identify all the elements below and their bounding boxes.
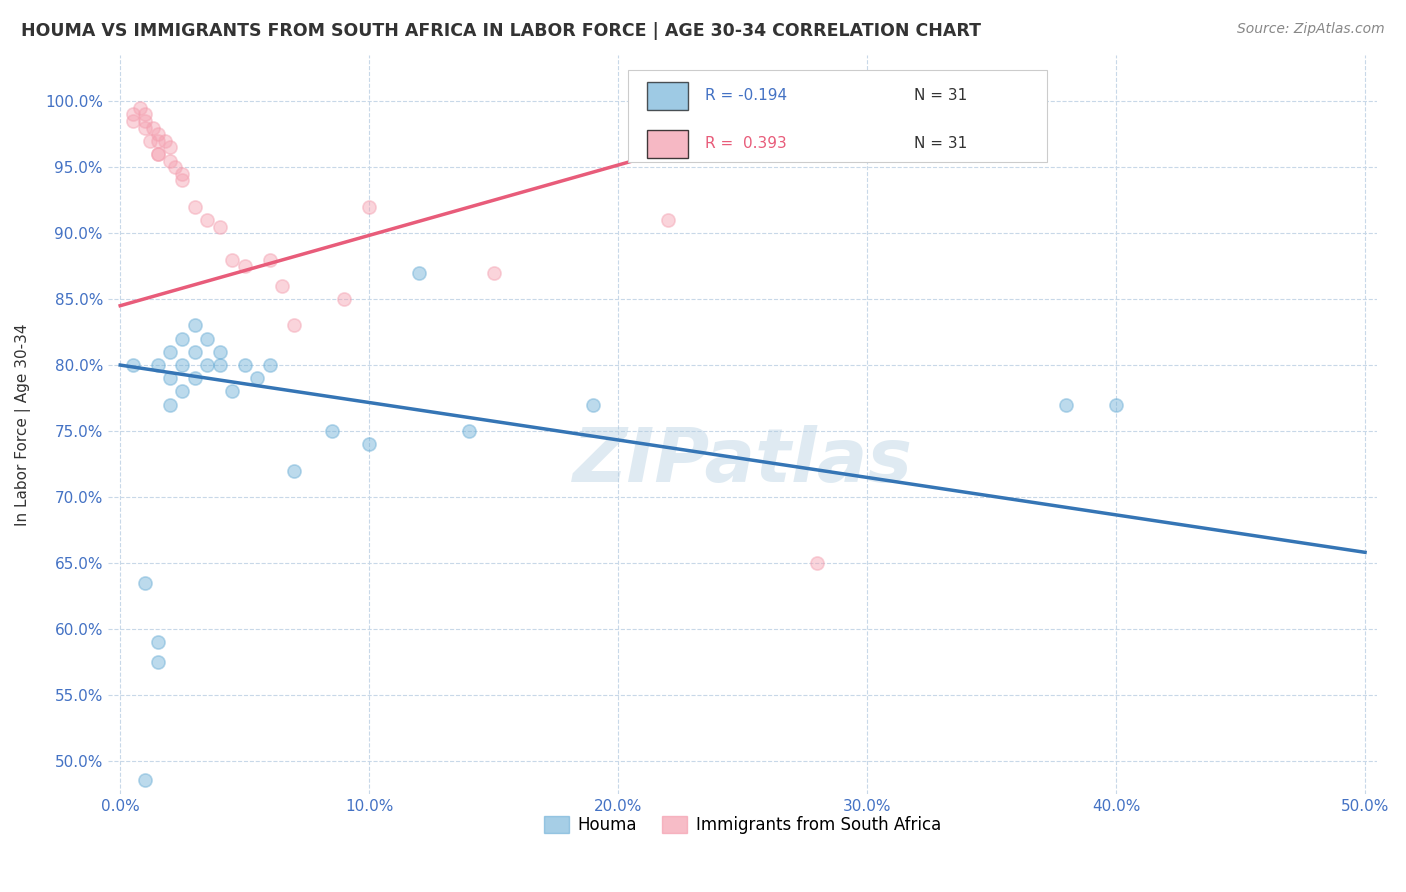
FancyBboxPatch shape xyxy=(647,129,688,158)
Point xyxy=(221,384,243,399)
Point xyxy=(482,266,505,280)
FancyBboxPatch shape xyxy=(628,70,1047,162)
Point xyxy=(184,318,207,333)
Point xyxy=(146,358,169,372)
Point xyxy=(159,140,181,154)
Point xyxy=(146,147,169,161)
Point xyxy=(146,134,169,148)
Point xyxy=(129,101,152,115)
Point xyxy=(233,358,256,372)
Point xyxy=(184,344,207,359)
Point xyxy=(195,332,218,346)
Point xyxy=(121,358,143,372)
Point xyxy=(172,173,194,187)
Point xyxy=(159,153,181,168)
Point xyxy=(159,371,181,385)
Point xyxy=(121,107,143,121)
Point xyxy=(139,134,162,148)
Point xyxy=(233,259,256,273)
Y-axis label: In Labor Force | Age 30-34: In Labor Force | Age 30-34 xyxy=(15,323,31,525)
Point xyxy=(163,160,186,174)
Point xyxy=(408,266,430,280)
Point xyxy=(208,344,231,359)
Point xyxy=(359,200,381,214)
Point xyxy=(246,371,269,385)
Point xyxy=(172,384,194,399)
Text: ZIPatlas: ZIPatlas xyxy=(572,425,912,498)
Point xyxy=(134,107,156,121)
Text: Source: ZipAtlas.com: Source: ZipAtlas.com xyxy=(1237,22,1385,37)
Point xyxy=(333,292,356,306)
Point xyxy=(134,773,156,788)
Point xyxy=(1105,398,1128,412)
Point xyxy=(259,358,281,372)
Point xyxy=(172,167,194,181)
Point xyxy=(195,213,218,227)
Point xyxy=(1054,398,1077,412)
Text: R =  0.393: R = 0.393 xyxy=(704,136,786,152)
Point xyxy=(259,252,281,267)
Point xyxy=(184,371,207,385)
Point xyxy=(321,424,343,438)
Point xyxy=(657,213,679,227)
Point xyxy=(184,200,207,214)
Point xyxy=(146,128,169,142)
Point xyxy=(134,575,156,590)
Text: R = -0.194: R = -0.194 xyxy=(704,88,786,103)
Text: N = 31: N = 31 xyxy=(914,136,967,152)
Point xyxy=(172,358,194,372)
Point xyxy=(221,252,243,267)
Point xyxy=(153,134,176,148)
Point xyxy=(159,398,181,412)
Point xyxy=(195,358,218,372)
FancyBboxPatch shape xyxy=(647,82,688,110)
Point xyxy=(359,437,381,451)
Point xyxy=(146,147,169,161)
Text: HOUMA VS IMMIGRANTS FROM SOUTH AFRICA IN LABOR FORCE | AGE 30-34 CORRELATION CHA: HOUMA VS IMMIGRANTS FROM SOUTH AFRICA IN… xyxy=(21,22,981,40)
Point xyxy=(121,114,143,128)
Point xyxy=(142,120,165,135)
Legend: Houma, Immigrants from South Africa: Houma, Immigrants from South Africa xyxy=(537,809,948,841)
Point xyxy=(172,332,194,346)
Point xyxy=(208,358,231,372)
Point xyxy=(146,655,169,669)
Point xyxy=(806,556,828,570)
Point xyxy=(457,424,479,438)
Point xyxy=(134,120,156,135)
Point xyxy=(134,114,156,128)
Point xyxy=(208,219,231,234)
Point xyxy=(146,635,169,649)
Point xyxy=(582,398,605,412)
Point xyxy=(283,318,305,333)
Point xyxy=(283,464,305,478)
Text: N = 31: N = 31 xyxy=(914,88,967,103)
Point xyxy=(271,279,294,293)
Point xyxy=(159,344,181,359)
